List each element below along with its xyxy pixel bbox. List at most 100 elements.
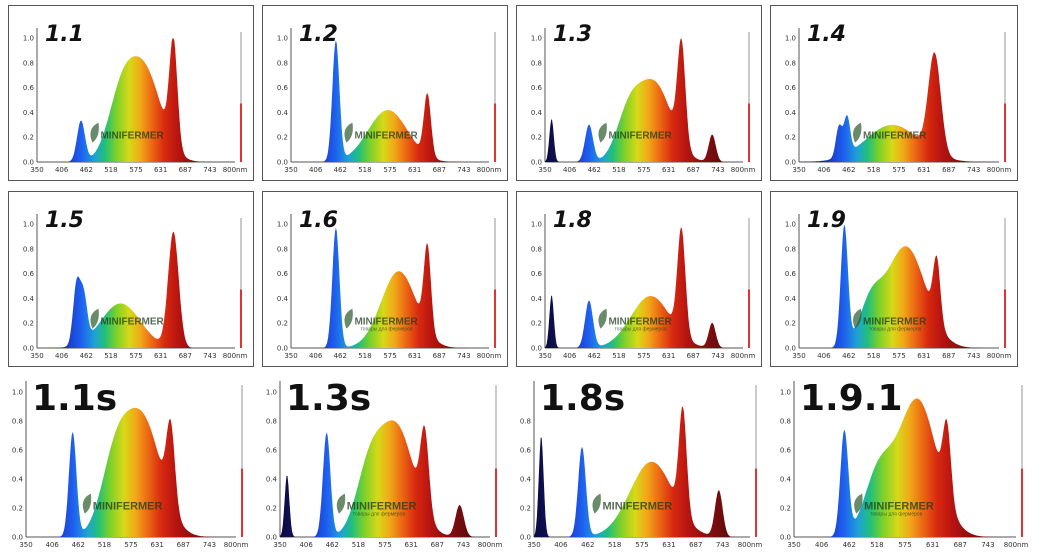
y-tick-label: 0.2 bbox=[23, 320, 34, 328]
y-tick-label: 0.0 bbox=[785, 159, 796, 167]
x-tick-label: 800nm bbox=[987, 166, 1012, 174]
watermark-leaf-icon bbox=[598, 308, 607, 329]
x-tick-label: 631 bbox=[408, 166, 421, 174]
x-tick-label: 800nm bbox=[224, 541, 249, 549]
spectrum-area bbox=[291, 40, 489, 163]
y-tick-label: 0.4 bbox=[266, 476, 278, 484]
y-tick-label: 0.2 bbox=[277, 320, 288, 328]
x-tick-label: 687 bbox=[942, 352, 955, 360]
x-tick-label: 631 bbox=[926, 541, 939, 549]
y-tick-label: 1.0 bbox=[785, 221, 796, 229]
x-tick-label: 575 bbox=[892, 352, 905, 360]
x-tick-label: 800nm bbox=[738, 541, 763, 549]
y-tick-label: 0.0 bbox=[277, 159, 288, 167]
spectrum-area bbox=[37, 231, 235, 348]
x-tick-label: 575 bbox=[129, 352, 142, 360]
spectrum-chart: 0.0 0.2 0.4 0.6 0.8 1.0 350 406 462 518 575 631 687 7… bbox=[785, 214, 1012, 360]
x-tick-label: 518 bbox=[352, 541, 365, 549]
y-tick-label: 0.0 bbox=[531, 345, 542, 353]
x-tick-label: 462 bbox=[588, 352, 601, 360]
spectrum-chart: 0.0 0.2 0.4 0.6 0.8 1.0 350 406 462 518 575 631 687 7… bbox=[531, 28, 756, 174]
x-tick-label: 406 bbox=[554, 541, 568, 549]
x-tick-label: 462 bbox=[334, 352, 347, 360]
watermark-leaf-icon bbox=[853, 122, 862, 143]
y-tick-label: 0.0 bbox=[277, 345, 288, 353]
x-tick-label: 406 bbox=[815, 541, 829, 549]
y-tick-label: 0.6 bbox=[520, 447, 532, 455]
y-tick-label: 1.0 bbox=[266, 389, 277, 397]
x-tick-label: 743 bbox=[203, 541, 216, 549]
x-tick-label: 518 bbox=[867, 166, 880, 174]
y-tick-label: 0.6 bbox=[277, 84, 289, 92]
x-tick-label: 350 bbox=[30, 352, 43, 360]
y-tick-label: 0.4 bbox=[531, 109, 543, 117]
x-tick-label: 406 bbox=[309, 166, 323, 174]
y-tick-label: 0.6 bbox=[266, 447, 278, 455]
y-tick-label: 1.0 bbox=[12, 389, 23, 397]
x-tick-label: 575 bbox=[892, 166, 905, 174]
watermark-subtext: товары для фермеров bbox=[353, 512, 406, 518]
watermark-text: MINIFERMER bbox=[863, 131, 927, 142]
x-tick-label: 800nm bbox=[731, 166, 756, 174]
spectrum-chart: 0.0 0.2 0.4 0.6 0.8 1.0 350 406 462 518 575 631 687 7… bbox=[277, 214, 502, 360]
panel-title: 1.3 bbox=[553, 22, 592, 47]
y-tick-label: 0.8 bbox=[266, 418, 277, 426]
y-tick-label: 0.4 bbox=[780, 476, 792, 484]
y-tick-label: 1.0 bbox=[531, 221, 542, 229]
watermark-text: MINIFERMER bbox=[608, 131, 672, 142]
y-tick-label: 0.2 bbox=[520, 505, 531, 513]
watermark-leaf-icon bbox=[598, 122, 607, 143]
spectrum-area bbox=[799, 52, 999, 162]
y-tick-label: 1.0 bbox=[23, 35, 34, 43]
panel-title: 1.9.1 bbox=[800, 378, 903, 419]
watermark-text: MINIFERMER bbox=[863, 317, 927, 328]
x-tick-label: 800nm bbox=[478, 541, 503, 549]
x-tick-label: 462 bbox=[80, 166, 93, 174]
x-tick-label: 631 bbox=[408, 352, 421, 360]
y-tick-label: 0.2 bbox=[785, 320, 796, 328]
x-tick-label: 687 bbox=[954, 541, 967, 549]
spectrum-panel-1-6: 0.0 0.2 0.4 0.6 0.8 1.0 350 406 462 518 575 631 687 7… bbox=[262, 191, 508, 367]
y-tick-label: 0.2 bbox=[531, 134, 542, 142]
panel-title: 1.8 bbox=[553, 208, 592, 233]
y-tick-label: 0.2 bbox=[23, 134, 34, 142]
x-tick-label: 687 bbox=[687, 352, 700, 360]
x-tick-label: 800nm bbox=[731, 352, 756, 360]
y-tick-label: 0.4 bbox=[23, 295, 35, 303]
watermark-leaf-icon bbox=[90, 122, 99, 143]
y-tick-label: 0.8 bbox=[277, 245, 288, 253]
spectrum-area bbox=[534, 406, 750, 537]
watermark-text: MINIFERMER bbox=[864, 501, 934, 513]
watermark-subtext: товары для фермеров bbox=[869, 327, 922, 333]
watermark-text: MINIFERMER bbox=[602, 501, 672, 513]
y-tick-label: 0.8 bbox=[531, 59, 542, 67]
x-tick-label: 575 bbox=[635, 541, 648, 549]
x-tick-label: 462 bbox=[326, 541, 339, 549]
x-tick-label: 687 bbox=[689, 541, 702, 549]
x-tick-label: 406 bbox=[309, 352, 323, 360]
x-tick-label: 800nm bbox=[477, 352, 502, 360]
spectrum-panel-1-3: 0.0 0.2 0.4 0.6 0.8 1.0 350 406 462 518 575 631 687 7… bbox=[516, 5, 762, 181]
x-tick-label: 518 bbox=[870, 541, 883, 549]
x-tick-label: 800nm bbox=[477, 166, 502, 174]
x-tick-label: 800nm bbox=[1004, 541, 1029, 549]
y-tick-label: 1.0 bbox=[780, 389, 791, 397]
y-tick-label: 0.6 bbox=[23, 270, 35, 278]
x-tick-label: 575 bbox=[383, 352, 396, 360]
y-tick-label: 0.6 bbox=[780, 447, 792, 455]
y-tick-label: 0.8 bbox=[23, 59, 34, 67]
x-tick-label: 518 bbox=[612, 352, 625, 360]
y-tick-label: 0.4 bbox=[277, 295, 289, 303]
y-tick-label: 0.8 bbox=[531, 245, 542, 253]
spectrum-panel-1-4: 0.0 0.2 0.4 0.6 0.8 1.0 350 406 462 518 575 631 687 7… bbox=[770, 5, 1018, 181]
x-tick-label: 631 bbox=[662, 352, 675, 360]
panel-title: 1.1s bbox=[32, 378, 118, 419]
y-tick-label: 0.2 bbox=[531, 320, 542, 328]
panel-title: 1.5 bbox=[45, 208, 84, 233]
x-tick-label: 687 bbox=[179, 352, 192, 360]
x-tick-label: 800nm bbox=[987, 352, 1012, 360]
x-tick-label: 462 bbox=[72, 541, 85, 549]
watermark-leaf-icon bbox=[82, 493, 92, 514]
x-tick-label: 687 bbox=[433, 352, 446, 360]
x-tick-label: 406 bbox=[55, 166, 69, 174]
